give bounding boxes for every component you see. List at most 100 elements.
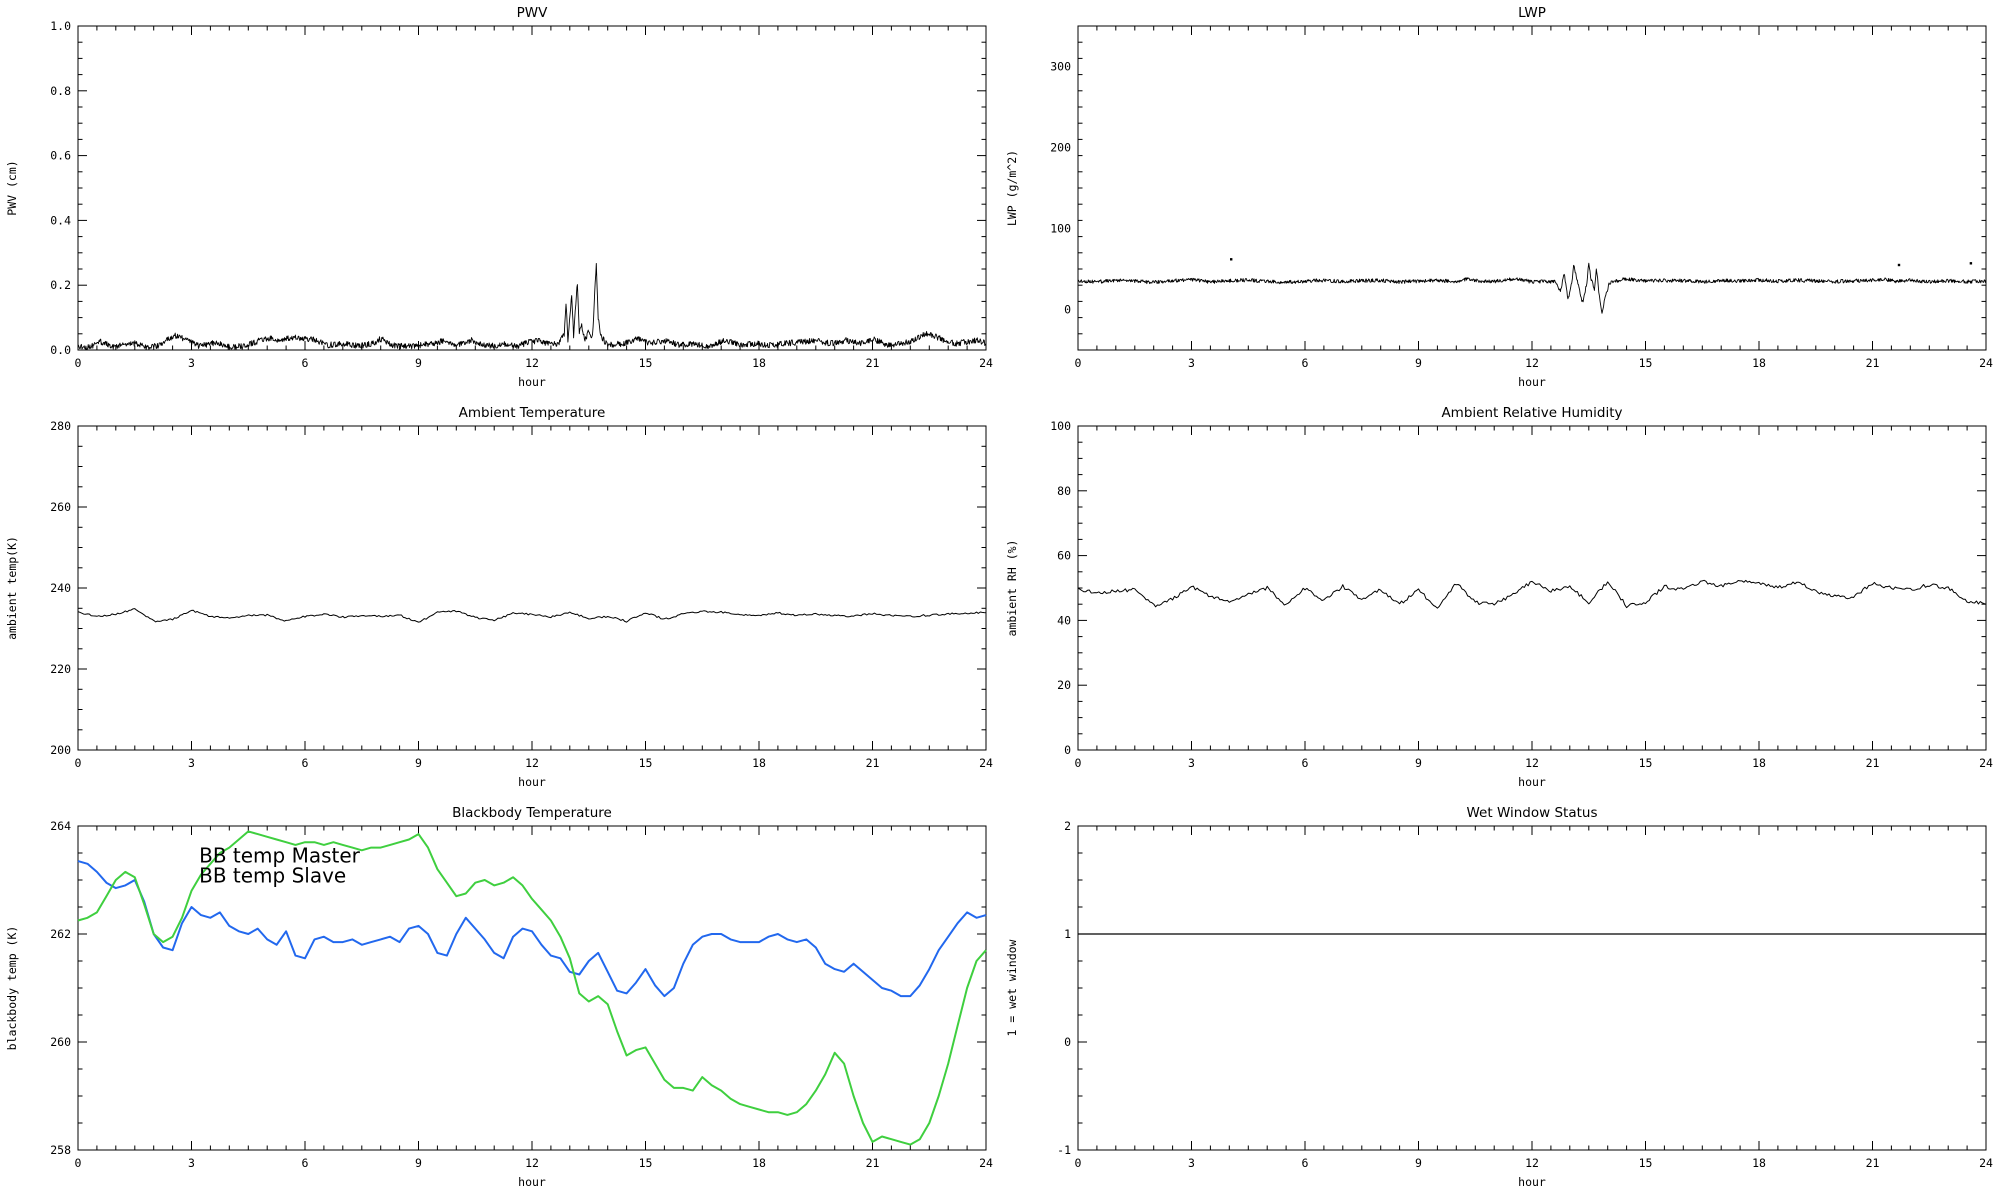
lwp-outliers: [1969, 262, 1973, 265]
lwp-xtick-label: 24: [1979, 356, 1993, 370]
lwp-xtick-label: 18: [1752, 356, 1766, 370]
ambient-temp-xtick-label: 9: [415, 756, 422, 770]
wet-window-xlabel: hour: [1518, 1175, 1546, 1189]
pwv-ylabel: PWV (cm): [5, 160, 19, 215]
ambient-rh-ytick-label: 80: [1057, 484, 1071, 498]
wet-window-xtick-label: 3: [1188, 1156, 1195, 1170]
wet-window-xtick-label: 18: [1752, 1156, 1766, 1170]
lwp-curve: [1077, 262, 1987, 314]
blackbody-temp-ytick-label: 262: [50, 927, 71, 941]
lwp-ytick-label: 300: [1050, 60, 1071, 74]
panel-ambient-temp: 0 3 6 9 12 15 18 21 24 200 220 240 260 280 Ambient Tem…: [0, 400, 1000, 800]
blackbody-temp-ylabel: blackbody temp (K): [5, 926, 19, 1051]
lwp-ytick-label: 200: [1050, 141, 1071, 155]
blackbody-temp-xtick-label: 12: [525, 1156, 539, 1170]
pwv-ytick-label: 0.6: [50, 149, 71, 163]
blackbody-temp-xtick-label: 3: [188, 1156, 195, 1170]
blackbody-temp-xtick-label: 9: [415, 1156, 422, 1170]
blackbody-temp-chart: 0 3 6 9 12 15 18 21 24 258 260 262 264 Blackbody Temp…: [5, 805, 993, 1189]
ambient-rh-curve: [1077, 579, 1987, 609]
lwp-xtick-label: 9: [1415, 356, 1422, 370]
ambient-temp-chart: 0 3 6 9 12 15 18 21 24 200 220 240 260 280 Ambient Tem…: [5, 405, 993, 789]
pwv-plot-frame: [77, 25, 987, 351]
blackbody-temp-xlabel: hour: [518, 1175, 546, 1189]
ambient-temp-xtick-label: 6: [302, 756, 309, 770]
lwp-title: LWP: [1518, 5, 1546, 21]
wet-window-xtick-label: 12: [1525, 1156, 1539, 1170]
lwp-ytick-label: 100: [1050, 222, 1071, 236]
lwp-xtick-label: 6: [1302, 356, 1309, 370]
wet-window-ytick-label: 1: [1064, 927, 1071, 941]
ambient-rh-plot-frame: [1077, 425, 1987, 751]
ambient-temp-xtick-label: 3: [188, 756, 195, 770]
ambient-rh-xlabel: hour: [1518, 775, 1546, 789]
ambient-temp-ytick-label: 220: [50, 662, 71, 676]
blackbody-temp-title: Blackbody Temperature: [452, 805, 612, 821]
ambient-temp-curve: [77, 608, 987, 623]
blackbody-temp-xtick-label: 6: [302, 1156, 309, 1170]
ambient-rh-xtick-label: 0: [1075, 756, 1082, 770]
ambient-temp-xtick-label: 21: [866, 756, 880, 770]
pwv-xtick-label: 6: [302, 356, 309, 370]
lwp-ylabel: LWP (g/m^2): [1005, 150, 1019, 226]
lwp-xlabel: hour: [1518, 375, 1546, 389]
wet-window-xtick-label: 21: [1866, 1156, 1880, 1170]
blackbody-temp-ytick-label: 260: [50, 1035, 71, 1049]
panel-lwp: 0 3 6 9 12 15 18 21 24 0 100 200 300 LWP hour LWP (g/m^…: [1000, 0, 2000, 400]
ambient-temp-ytick-label: 260: [50, 500, 71, 514]
ambient-temp-xtick-label: 24: [979, 756, 993, 770]
wet-window-title: Wet Window Status: [1467, 805, 1598, 821]
lwp-outliers: [1897, 263, 1901, 267]
panel-pwv: 0 3 6 9 12 15 18 21 24 0.0 0.2 0.4 0.6 0.8 1.0 PWV hour P…: [0, 0, 1000, 400]
pwv-xtick-label: 18: [752, 356, 766, 370]
pwv-xtick-label: 21: [866, 356, 880, 370]
wet-window-ytick-label: 0: [1064, 1035, 1071, 1049]
wet-window-xtick-label: 6: [1302, 1156, 1309, 1170]
wet-window-ytick-label: -1: [1057, 1143, 1071, 1157]
blackbody-temp-xtick-label: 24: [979, 1156, 993, 1170]
ambient-rh-xtick-label: 6: [1302, 756, 1309, 770]
wet-window-ytick-label: 2: [1064, 819, 1071, 833]
bb-temp-slave-curve: [77, 830, 987, 1146]
pwv-chart: 0 3 6 9 12 15 18 21 24 0.0 0.2 0.4 0.6 0.8 1.0 PWV hour P…: [5, 5, 993, 389]
blackbody-temp-xtick-label: 18: [752, 1156, 766, 1170]
pwv-ytick-label: 1.0: [50, 19, 71, 33]
ambient-temp-xlabel: hour: [518, 775, 546, 789]
ambient-rh-xtick-label: 24: [1979, 756, 1993, 770]
lwp-xtick-label: 15: [1639, 356, 1653, 370]
pwv-ytick-label: 0.0: [50, 343, 71, 357]
wet-window-xtick-label: 15: [1639, 1156, 1653, 1170]
pwv-ytick-label: 0.2: [50, 278, 71, 292]
lwp-outliers: [1230, 258, 1233, 261]
panel-wet-window: 0 3 6 9 12 15 18 21 24 -1 0 1 2 Wet Window Status hour…: [1000, 800, 2000, 1200]
wet-window-plot-frame: [1077, 825, 1987, 1151]
legend-bb-temp-slave: BB temp Slave: [199, 864, 346, 888]
pwv-xtick-label: 24: [979, 356, 993, 370]
ambient-rh-xtick-label: 12: [1525, 756, 1539, 770]
ambient-rh-ytick-label: 100: [1050, 419, 1071, 433]
lwp-chart: 0 3 6 9 12 15 18 21 24 0 100 200 300 LWP hour LWP (g/m^…: [1005, 5, 1993, 389]
panel-ambient-rh: 0 3 6 9 12 15 18 21 24 0 20 40 60 80 100 Ambient Relati…: [1000, 400, 2000, 800]
ambient-temp-xtick-label: 0: [75, 756, 82, 770]
ambient-rh-ytick-label: 20: [1057, 678, 1071, 692]
lwp-xtick-label: 3: [1188, 356, 1195, 370]
ambient-temp-ytick-label: 280: [50, 419, 71, 433]
pwv-curve: [77, 262, 987, 351]
blackbody-temp-ytick-label: 264: [50, 819, 71, 833]
ambient-rh-ytick-label: 60: [1057, 549, 1071, 563]
pwv-xtick-label: 3: [188, 356, 195, 370]
ambient-rh-ytick-label: 0: [1064, 743, 1071, 757]
lwp-plot-frame: [1077, 25, 1987, 351]
lwp-xtick-label: 21: [1866, 356, 1880, 370]
bb-temp-master-curve: [77, 860, 987, 998]
lwp-ytick-label: 0: [1064, 303, 1071, 317]
wet-window-ylabel: 1 = wet window: [1005, 939, 1019, 1036]
ambient-rh-xtick-label: 21: [1866, 756, 1880, 770]
pwv-xtick-label: 9: [415, 356, 422, 370]
legend-bb-temp-master: BB temp Master: [199, 844, 361, 868]
blackbody-temp-xtick-label: 21: [866, 1156, 880, 1170]
ambient-temp-title: Ambient Temperature: [459, 405, 606, 421]
ambient-temp-ytick-label: 200: [50, 743, 71, 757]
